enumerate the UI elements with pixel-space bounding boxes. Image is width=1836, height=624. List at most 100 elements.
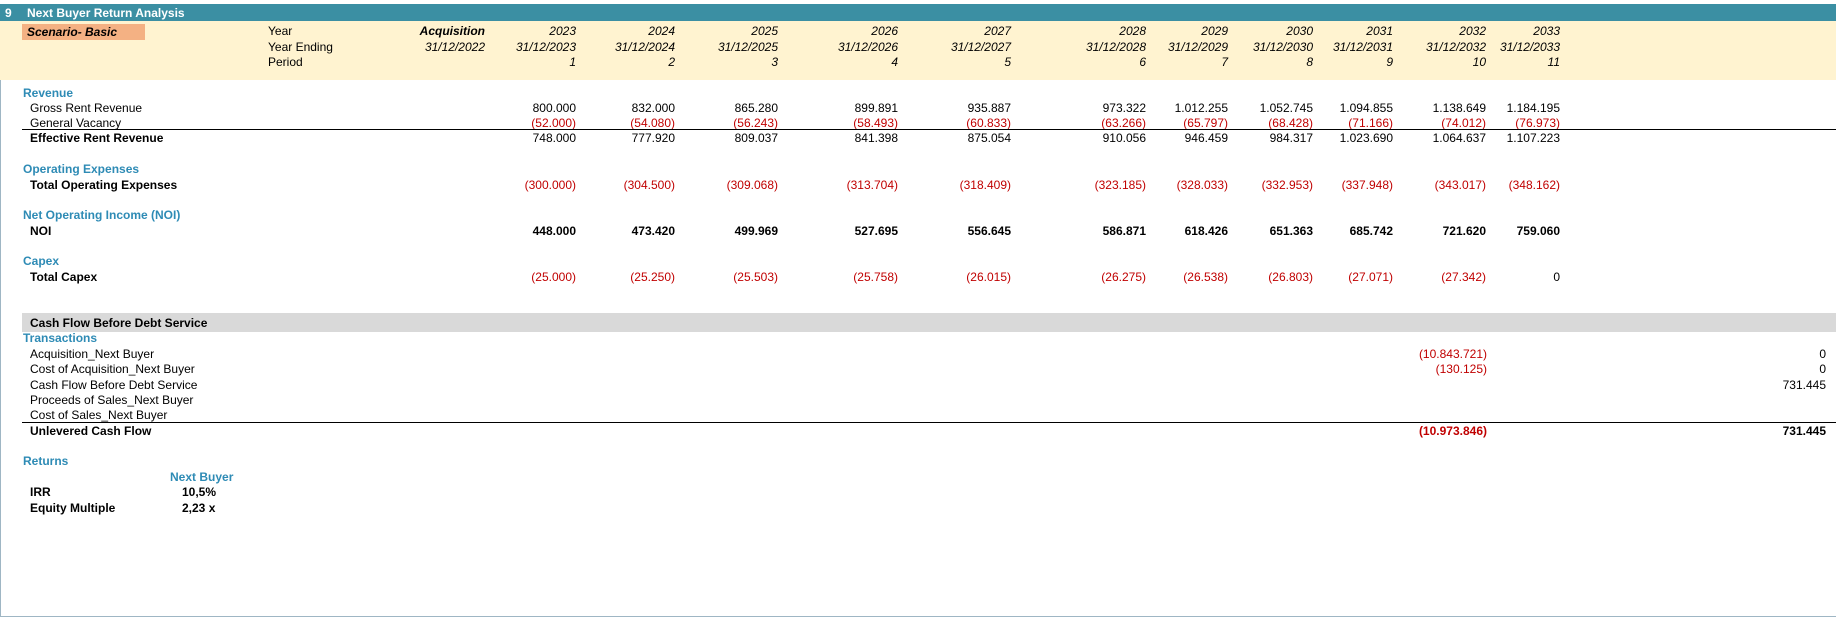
period-cell: 9 (1386, 55, 1393, 69)
total-capex-label: Total Capex (30, 270, 98, 284)
unlevered-total-rule (22, 422, 1836, 423)
year-cell: 2030 (1286, 24, 1313, 38)
year-ending-cell: 31/12/2025 (717, 40, 778, 54)
gross-rent-cell: 865.280 (734, 101, 778, 115)
year-cell: 2025 (751, 24, 778, 38)
year-ending-label: Year Ending (268, 40, 333, 54)
year-cell: 2024 (648, 24, 675, 38)
gross-rent-cell: 1.094.855 (1339, 101, 1393, 115)
year-ending-cell: 31/12/2027 (950, 40, 1011, 54)
cfbds-label: Cash Flow Before Debt Service (30, 316, 208, 330)
effective-rent-cell: 910.056 (1102, 131, 1146, 145)
bottom-border (0, 616, 1836, 617)
noi-cell: 651.363 (1269, 224, 1313, 238)
period-cell: 5 (1004, 55, 1011, 69)
gross-rent-cell: 935.887 (967, 101, 1011, 115)
gross-rent-cell: 1.012.255 (1174, 101, 1228, 115)
general-vacancy-cell: (60.833) (966, 116, 1011, 130)
transactions-section-label: Transactions (23, 331, 98, 345)
year-cell: 2033 (1533, 24, 1560, 38)
general-vacancy-cell: (71.166) (1348, 116, 1393, 130)
acquisition-2032: (10.843.721) (1418, 347, 1487, 361)
cost-of-acquisition-label: Cost of Acquisition_Next Buyer (30, 362, 195, 376)
gross-rent-cell: 800.000 (532, 101, 576, 115)
year-ending-cell: 31/12/2028 (1085, 40, 1146, 54)
transactions-cfbds-label: Cash Flow Before Debt Service (30, 378, 198, 392)
transactions-cfbds-2033: 731.445 (1782, 378, 1826, 392)
general-vacancy-cell: (63.266) (1101, 116, 1146, 130)
year-cell: 2026 (871, 24, 898, 38)
year-ending-cell: 31/12/2031 (1332, 40, 1393, 54)
period-label: Period (268, 55, 303, 69)
total-capex-cell: (27.342) (1441, 270, 1486, 284)
period-cell: 4 (891, 55, 898, 69)
year-ending-cell: 31/12/2029 (1167, 40, 1228, 54)
noi-cell: 499.969 (734, 224, 778, 238)
cost-of-acquisition-2033: 0 (1819, 362, 1826, 376)
year-cell: 2027 (984, 24, 1011, 38)
general-vacancy-cell: (52.000) (531, 116, 576, 130)
unlevered-2032: (10.973.846) (1418, 424, 1487, 438)
general-vacancy-cell: (68.428) (1268, 116, 1313, 130)
year-cell: 2029 (1201, 24, 1228, 38)
acquisition-2033: 0 (1819, 347, 1826, 361)
period-cell: 3 (771, 55, 778, 69)
total-opex-cell: (318.409) (959, 178, 1011, 192)
effective-rent-cell: 946.459 (1184, 131, 1228, 145)
year-cell: 2031 (1366, 24, 1393, 38)
year-ending-cell: 31/12/2033 (1499, 40, 1560, 54)
year-ending-cell: 31/12/2026 (837, 40, 898, 54)
noi-cell: 448.000 (532, 224, 576, 238)
total-opex-cell: (323.185) (1094, 178, 1146, 192)
general-vacancy-cell: (56.243) (733, 116, 778, 130)
unlevered-2033: 731.445 (1782, 424, 1826, 438)
gross-rent-cell: 1.052.745 (1259, 101, 1313, 115)
general-vacancy-cell: (76.973) (1515, 116, 1560, 130)
general-vacancy-cell: (65.797) (1183, 116, 1228, 130)
effective-rent-cell: 984.317 (1269, 131, 1313, 145)
period-cell: 1 (569, 55, 576, 69)
year-ending-cell: 31/12/2023 (515, 40, 576, 54)
spreadsheet: 9 Next Buyer Return Analysis Scenario- B… (0, 4, 1836, 624)
period-cell: 11 (1547, 55, 1560, 69)
total-opex-cell: (328.033) (1176, 178, 1228, 192)
gross-rent-cell: 1.184.195 (1506, 101, 1560, 115)
acquisition-date: 31/12/2022 (424, 40, 485, 54)
unlevered-cash-flow-label: Unlevered Cash Flow (30, 424, 152, 438)
gross-rent-cell: 973.322 (1102, 101, 1146, 115)
year-cell: 2023 (549, 24, 576, 38)
noi-cell: 721.620 (1442, 224, 1486, 238)
revenue-total-rule (22, 129, 1836, 130)
irr-value: 10,5% (182, 485, 217, 499)
year-cell: 2032 (1459, 24, 1486, 38)
total-opex-cell: (300.000) (524, 178, 576, 192)
total-capex-cell: (27.071) (1348, 270, 1393, 284)
noi-cell: 586.871 (1102, 224, 1146, 238)
general-vacancy-label: General Vacancy (30, 116, 122, 130)
sheet-title: Next Buyer Return Analysis (27, 6, 185, 20)
effective-rent-cell: 1.064.637 (1432, 131, 1486, 145)
total-capex-cell: (26.803) (1268, 270, 1313, 284)
total-capex-cell: (26.015) (966, 270, 1011, 284)
effective-rent-cell: 875.054 (967, 131, 1011, 145)
year-label: Year (268, 24, 293, 38)
total-opex-cell: (309.068) (726, 178, 778, 192)
total-opex-cell: (332.953) (1261, 178, 1313, 192)
noi-cell: 618.426 (1184, 224, 1228, 238)
period-cell: 2 (668, 55, 675, 69)
effective-rent-cell: 748.000 (532, 131, 576, 145)
year-ending-cell: 31/12/2024 (614, 40, 675, 54)
noi-cell: 685.742 (1349, 224, 1393, 238)
period-cell: 7 (1221, 55, 1228, 69)
noi-label: NOI (30, 224, 52, 238)
total-opex-cell: (304.500) (623, 178, 675, 192)
noi-cell: 556.645 (967, 224, 1011, 238)
total-opex-cell: (337.948) (1341, 178, 1393, 192)
cost-of-acquisition-2032: (130.125) (1435, 362, 1487, 376)
effective-rent-label: Effective Rent Revenue (30, 131, 164, 145)
period-cell: 8 (1306, 55, 1313, 69)
total-capex-cell: (25.503) (733, 270, 778, 284)
scenario-cell[interactable]: Scenario- Basic (22, 24, 145, 40)
acquisition-label: Acquisition (419, 24, 485, 38)
period-cell: 6 (1139, 55, 1146, 69)
